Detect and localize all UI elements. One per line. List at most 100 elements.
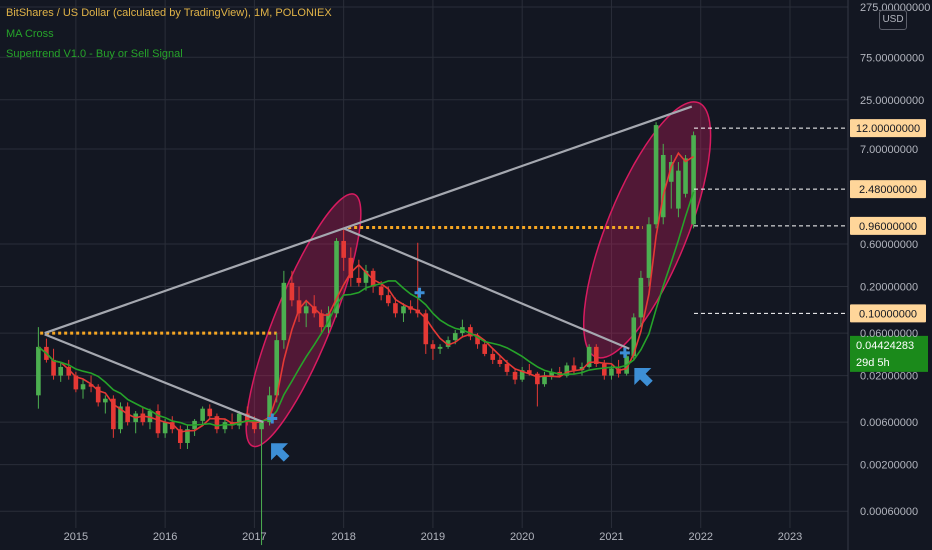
currency-badge[interactable]: USD [879,10,907,30]
candle-body [646,224,652,278]
candle-body [401,306,406,314]
candle-body [356,277,362,283]
signal-arrow-icon [634,368,653,387]
candle-body [593,346,599,364]
candle-body [311,306,317,314]
candle-body [564,365,570,376]
trendline [343,227,630,350]
candle-body [691,135,696,225]
candle-body [393,303,398,314]
y-tick-label: 0.02000000 [860,371,918,383]
candle-body [631,317,637,357]
candle-body [296,300,302,314]
chart-title: BitShares / US Dollar (calculated by Tra… [6,7,332,19]
candle-body [200,408,205,421]
level-label-bg [850,216,926,235]
candle-body [653,125,659,225]
y-tick-label: 7.00000000 [860,144,918,156]
y-tick-label: 0.00600000 [860,417,918,429]
candle-body [586,346,592,367]
candle-body [111,398,116,430]
candle-body [348,257,354,278]
trendline [44,105,693,335]
candle-body [118,406,123,430]
candle-body [140,413,146,423]
candle-body [602,363,607,376]
candle-body [437,346,443,349]
buy-marker [267,413,278,424]
candle-body [519,370,525,380]
axes: 275.00000000 75.00000000 25.00000000 7.0000… [64,0,930,550]
candle-body [660,154,666,218]
candle-body [95,386,101,403]
candle-body [162,422,168,434]
candle-body [274,340,280,396]
ma-fast-line [37,151,694,433]
candle-body [155,411,161,434]
candle-body [468,327,473,337]
candle-body [303,306,309,314]
current-price-label: 0.04424283 [856,340,914,352]
y-tick-label: 0.00200000 [860,460,918,472]
candle-body [676,170,681,209]
candle-body [668,162,674,182]
candle-body [341,240,346,258]
candle-body [497,359,503,364]
candle-body [334,240,339,314]
dotted-levels [40,226,643,335]
candle-body [571,365,577,371]
level-label-bg [850,119,926,138]
candle-body [475,336,480,345]
candle-body [103,398,108,403]
level-label-bg [850,180,926,199]
candle-body [36,346,41,396]
horizontal-levels: 12.00000000 2.48000000 0.96000000 0.1000000… [694,119,928,372]
trendlines [44,105,693,424]
candle-body [445,340,451,347]
candle-body [638,277,644,318]
y-tick-label: 0.06000000 [860,328,918,340]
candle-body [73,375,79,390]
buy-marker [619,347,630,358]
y-tick-label: 0.20000000 [860,282,918,294]
x-tick-label: 2017 [242,531,266,543]
x-tick-label: 2018 [331,531,355,543]
candle-body [207,408,213,417]
candle-body [66,366,72,376]
candle-body [512,371,518,380]
y-tick-label: 275.00000000 [860,2,930,14]
level-label: 12.00000000 [856,123,920,135]
moving-averages [37,151,695,433]
x-tick-label: 2016 [153,531,177,543]
indicator-ma-cross[interactable]: MA Cross [6,28,54,40]
candle-body [80,384,86,390]
candle-body [609,368,614,376]
candle-body [319,313,324,328]
candle-body [378,286,384,296]
indicator-supertrend[interactable]: Supertrend V1.0 - Buy or Sell Signal [6,48,183,60]
y-tick-label: 75.00000000 [860,52,924,64]
current-price-bg [850,335,928,372]
level-label: 0.96000000 [859,221,917,233]
candle-body [452,333,458,341]
ma-slow-line [37,191,695,427]
level-label: 0.10000000 [859,308,917,320]
candle-body [527,370,532,374]
candle-body [252,422,257,430]
level-label: 2.48000000 [859,184,917,196]
candle-body [482,344,488,354]
candle-body [259,422,264,430]
y-tick-label: 0.00060000 [860,506,918,518]
candle-body [51,359,56,376]
candle-body [490,353,496,360]
trendline [44,333,264,424]
candle-body [214,416,220,430]
candle-body [535,373,540,385]
candle-body [244,413,250,423]
x-tick-label: 2019 [421,531,445,543]
y-tick-label: 25.00000000 [860,95,924,107]
x-tick-label: 2020 [510,531,534,543]
